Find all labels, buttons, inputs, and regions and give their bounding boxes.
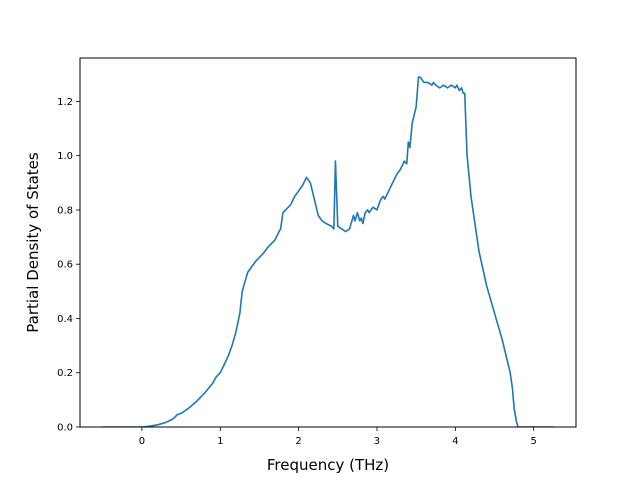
series-line-0 — [102, 76, 554, 427]
x-tick-label: 2 — [295, 436, 301, 447]
x-tick-label: 0 — [139, 436, 145, 447]
y-axis-label: Partial Density of States — [24, 152, 42, 333]
x-tick-label: 3 — [374, 436, 380, 447]
y-tick-label: 0.4 — [57, 314, 73, 325]
x-axis-label: Frequency (THz) — [267, 456, 389, 474]
y-tick-label: 0.6 — [57, 260, 73, 271]
tick-layer: 0 1 2 3 4 5 0.0 0.2 0.4 0.6 0.8 1.0 1.2 — [57, 97, 537, 447]
x-tick-label: 5 — [530, 436, 536, 447]
x-tick-label: 4 — [452, 436, 458, 447]
y-tick-label: 0.8 — [57, 205, 73, 216]
x-tick-label: 1 — [217, 436, 223, 447]
y-tick-label: 1.0 — [57, 151, 73, 162]
plot-layer — [102, 76, 554, 427]
y-tick-label: 1.2 — [57, 97, 73, 108]
y-tick-label: 0.0 — [57, 423, 73, 434]
y-tick-label: 0.2 — [57, 368, 73, 379]
axes-frame — [79, 57, 577, 428]
